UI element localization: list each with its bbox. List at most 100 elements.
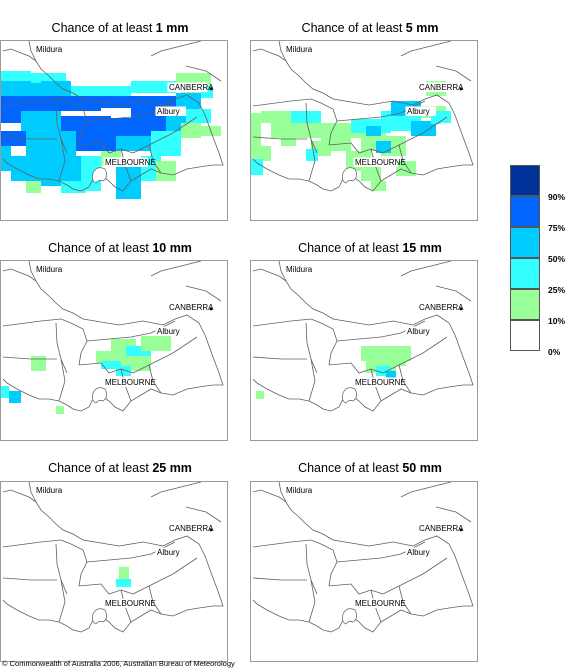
- place-label-background: [353, 377, 398, 387]
- place-label-background: [103, 598, 148, 608]
- rain-probability-cell: [376, 141, 391, 153]
- rain-probability-cell: [431, 116, 441, 124]
- boundary-line: [55, 322, 68, 374]
- place-label-background: [34, 485, 70, 495]
- rain-probability-cell: [21, 111, 61, 131]
- panel-title-10mm: Chance of at least 10 mm: [48, 241, 192, 255]
- boundary-line: [148, 364, 162, 394]
- boundary-line: [328, 142, 384, 154]
- place-label-albury: Albury: [407, 327, 430, 336]
- boundary-line: [2, 318, 72, 327]
- place-label-background: [34, 44, 70, 54]
- boundary-line: [148, 144, 162, 174]
- boundary-line: [382, 336, 448, 374]
- map-panel-10mm: Mildura CANBERRA Albury MELBOURNE: [0, 260, 228, 441]
- canberra-marker: [459, 307, 463, 311]
- boundary-line: [400, 41, 452, 57]
- boundary-line: [2, 136, 57, 140]
- boundary-line: [55, 102, 68, 154]
- place-label-background: [103, 377, 148, 387]
- rain-probability-cell: [411, 121, 436, 136]
- legend-swatch-90: [510, 165, 540, 196]
- place-label-background: [167, 302, 208, 312]
- place-label-canberra: CANBERRA: [169, 303, 214, 312]
- boundary-line: [252, 577, 307, 581]
- rain-probability-cell: [186, 109, 211, 123]
- rain-probability-cell: [31, 73, 66, 83]
- boundary-line: [2, 356, 57, 360]
- boundary-line: [150, 41, 202, 57]
- rain-probability-cell: [366, 126, 381, 136]
- rain-probability-cell: [101, 361, 121, 369]
- rain-probability-cell: [116, 579, 131, 587]
- place-label-canberra: CANBERRA: [169, 83, 214, 92]
- rain-probability-cell: [116, 366, 131, 376]
- rain-probability-cell: [116, 136, 151, 151]
- rain-probability-cell: [31, 356, 46, 371]
- boundary-line: [132, 336, 198, 374]
- boundary-line: [252, 136, 307, 140]
- boundary-line: [305, 543, 318, 595]
- boundary-line: [70, 543, 88, 587]
- map-svg: Mildura CANBERRA Albury MELBOURNE: [252, 482, 474, 633]
- panel-title-15mm: Chance of at least 15 mm: [298, 241, 442, 255]
- rain-probability-cell: [291, 111, 321, 123]
- boundary-line: [132, 557, 198, 595]
- boundary-line: [308, 358, 316, 402]
- rain-probability-cell: [251, 159, 263, 175]
- boundary-line: [185, 285, 222, 302]
- boundary-line: [328, 583, 384, 595]
- place-label-mildura: Mildura: [286, 486, 313, 495]
- place-label-background: [155, 547, 187, 557]
- place-label-mildura: Mildura: [286, 45, 313, 54]
- boundary-line: [2, 539, 72, 548]
- place-label-albury: Albury: [407, 548, 430, 557]
- rain-probability-cell: [151, 131, 181, 156]
- place-label-canberra: CANBERRA: [419, 83, 464, 92]
- boundary-line: [58, 138, 66, 182]
- boundary-line: [78, 142, 134, 154]
- map-svg: Mildura CANBERRA Albury MELBOURNE: [2, 482, 224, 633]
- copyright-notice: © Commonwealth of Australia 2006, Austra…: [2, 659, 235, 668]
- boundary-line: [252, 48, 474, 192]
- place-label-background: [417, 82, 458, 92]
- legend-label-25: 25%: [548, 285, 566, 295]
- boundary-line: [2, 489, 224, 633]
- legend-label-90: 90%: [548, 192, 566, 202]
- map-panel-50mm: Mildura CANBERRA Albury MELBOURNE: [250, 481, 478, 662]
- map-svg: Mildura CANBERRA Albury MELBOURNE: [1, 261, 224, 414]
- rain-probability-cell: [271, 123, 311, 138]
- boundary-line: [435, 285, 472, 302]
- legend-swatch-0: [510, 320, 540, 351]
- boundary-line: [148, 585, 162, 615]
- place-label-mildura: Mildura: [36, 486, 63, 495]
- place-label-albury: Albury: [157, 107, 180, 116]
- boundary-line: [278, 482, 287, 503]
- place-label-mildura: Mildura: [36, 45, 63, 54]
- rain-probability-cell: [1, 96, 31, 111]
- rain-probability-cell: [376, 366, 391, 376]
- place-label-background: [167, 523, 208, 533]
- canberra-marker: [459, 528, 463, 532]
- rain-probability-cell: [306, 149, 318, 161]
- boundary-line: [398, 144, 412, 174]
- place-label-mildura: Mildura: [36, 265, 63, 274]
- legend-swatch-10: [510, 289, 540, 320]
- boundary-line: [28, 261, 37, 282]
- rain-probability-cell: [1, 386, 9, 398]
- port-phillip-bay: [342, 387, 357, 404]
- boundary-line: [150, 482, 202, 498]
- place-label-albury: Albury: [407, 107, 430, 116]
- rain-probability-cell: [371, 181, 386, 191]
- place-label-melbourne: MELBOURNE: [105, 158, 156, 167]
- rain-probability-cell: [1, 131, 26, 146]
- boundary-line: [58, 358, 66, 402]
- rain-probability-cell: [9, 391, 21, 403]
- boundary-line: [305, 102, 318, 154]
- rain-probability-cell: [156, 161, 176, 181]
- boundary-line: [400, 482, 452, 498]
- rain-probability-cell: [26, 131, 76, 156]
- legend-label-0: 0%: [548, 347, 561, 357]
- place-label-canberra: CANBERRA: [419, 524, 464, 533]
- rain-probability-cell: [261, 111, 291, 123]
